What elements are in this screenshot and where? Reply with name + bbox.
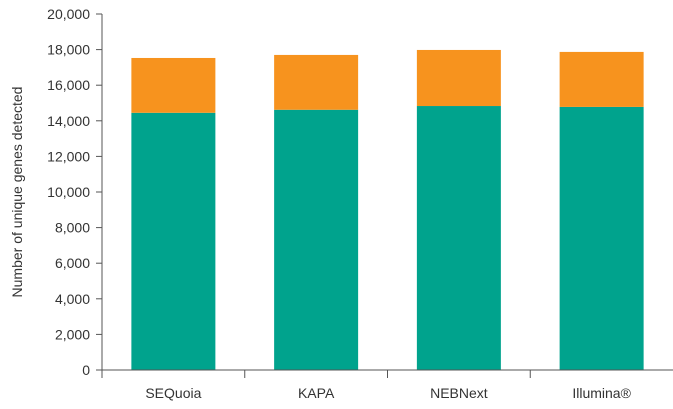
y-axis-title: Number of unique genes detected [9, 87, 25, 298]
y-tick-label: 18,000 [47, 42, 90, 58]
y-tick-label: 4,000 [55, 291, 90, 307]
x-category-label: SEQuoia [145, 385, 201, 401]
bar-lower-segment [131, 112, 216, 370]
x-category-label: NEBNext [430, 385, 488, 401]
y-ticks: 0 2,000 4,000 6,000 8,000 10,000 12,000 14,000 1… [47, 6, 102, 378]
bar-lower-segment [274, 109, 359, 370]
y-tick-label: 8,000 [55, 220, 90, 236]
y-tick-label: 12,000 [47, 148, 90, 164]
y-tick-label: 2,000 [55, 326, 90, 342]
x-category-label: KAPA [298, 385, 335, 401]
bar-lower-segment [416, 106, 501, 370]
bar-lower-segment [559, 106, 644, 370]
bar-upper-segment [416, 49, 501, 107]
x-category-label: Illumina® [572, 385, 631, 401]
y-tick-label: 10,000 [47, 184, 90, 200]
bars-layer [131, 49, 644, 370]
y-tick-label: 14,000 [47, 113, 90, 129]
y-tick-label: 6,000 [55, 255, 90, 271]
bar-upper-segment [559, 51, 644, 107]
y-tick-label: 0 [82, 362, 90, 378]
bar-upper-segment [274, 54, 359, 110]
x-ticks: SEQuoia KAPA NEBNext Illumina® [101, 370, 632, 401]
bar-upper-segment [131, 57, 216, 113]
y-tick-label: 20,000 [47, 6, 90, 22]
y-tick-label: 16,000 [47, 77, 90, 93]
